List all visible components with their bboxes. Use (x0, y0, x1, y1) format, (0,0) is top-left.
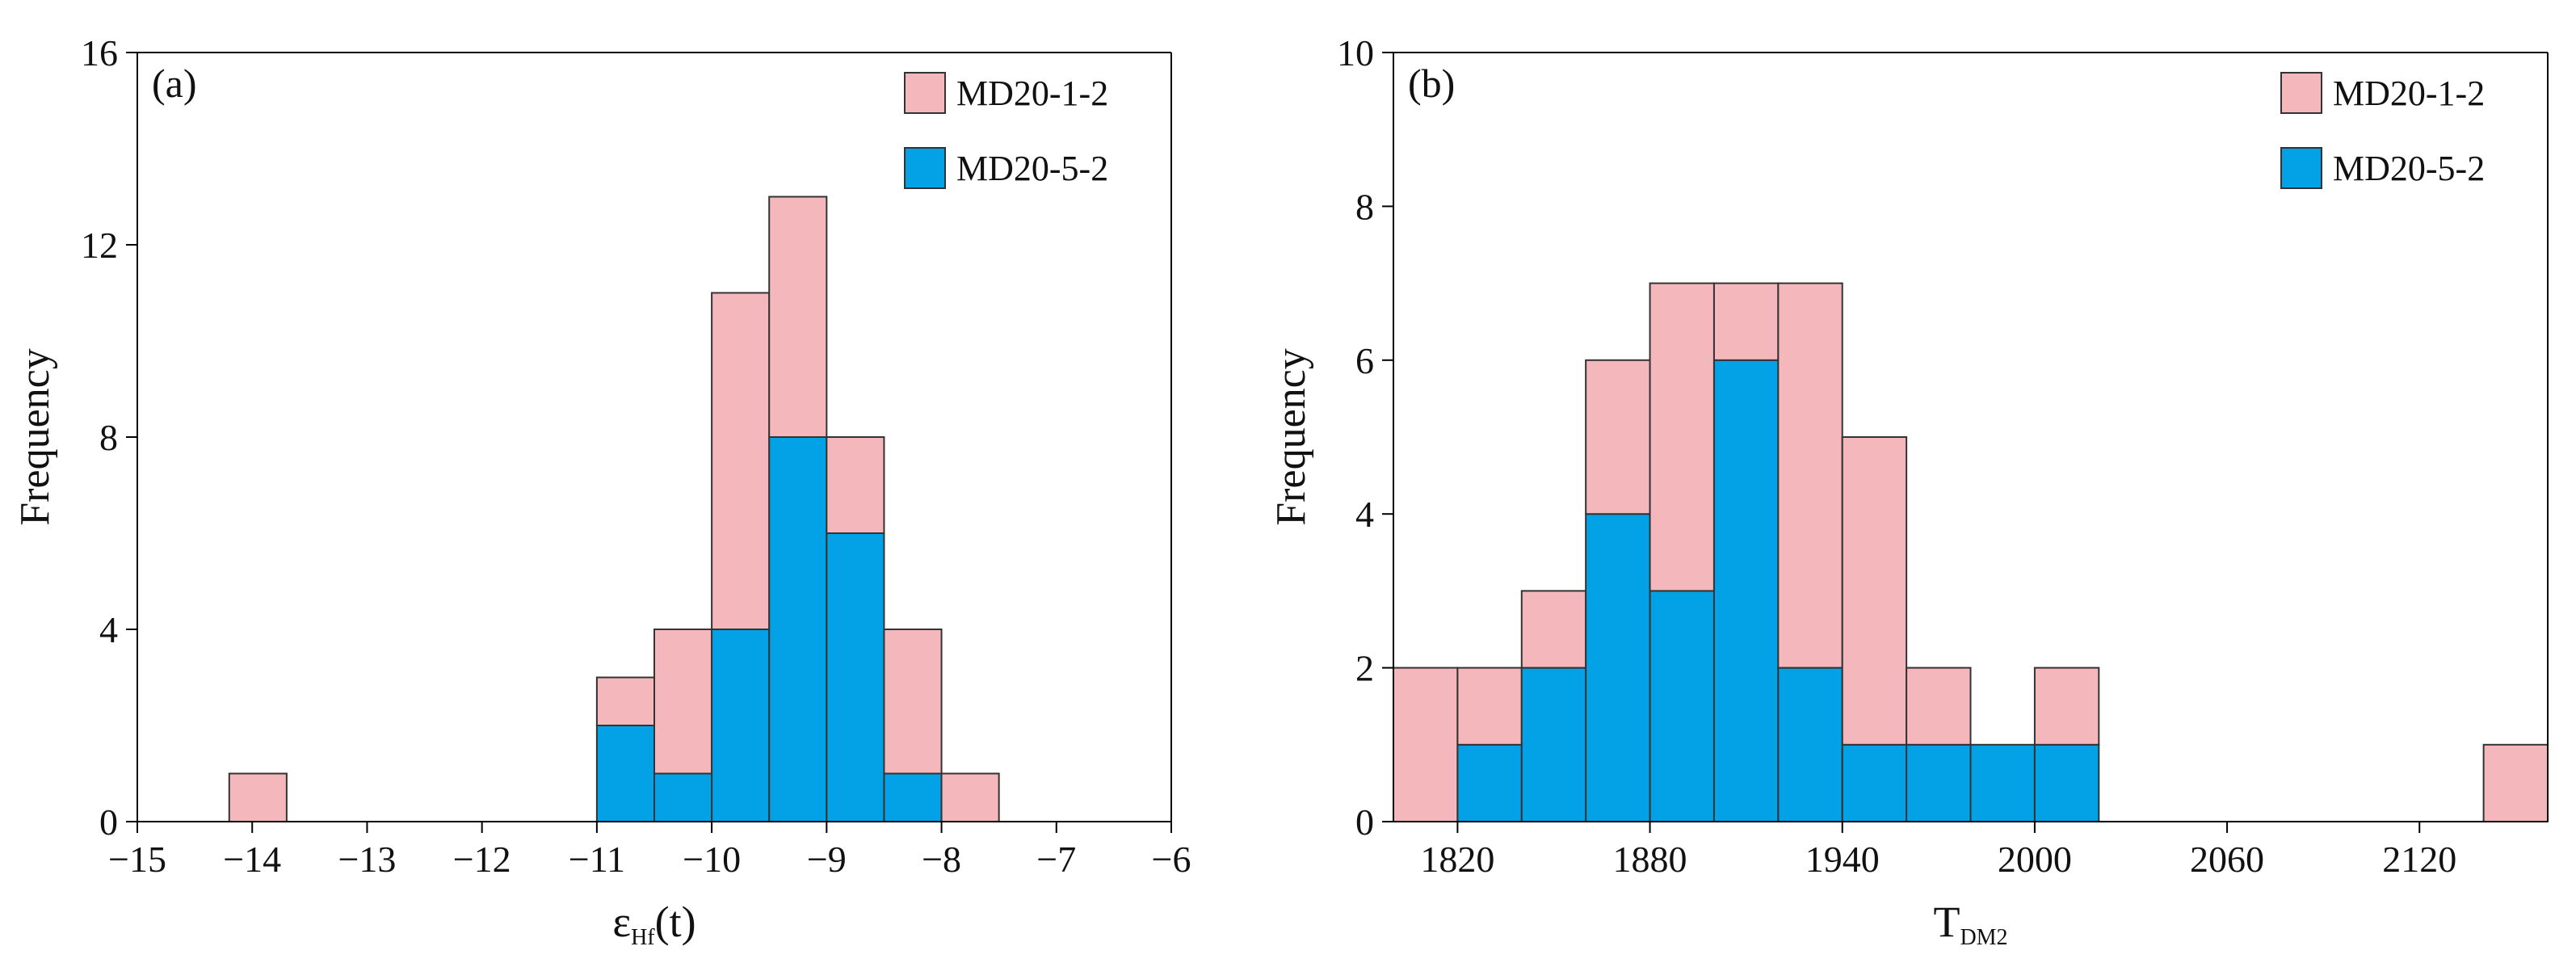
bar-md20-1-2 (653, 629, 713, 775)
bar-md20-1-2 (1777, 282, 1843, 669)
histogram-panel-a: 0 4 8 12 16 −15 −14 −13 −12 −11 −10 −9 −8 −7 −6 (a) Freq… (12, 32, 1191, 950)
bar-md20-5-2 (1456, 743, 1523, 822)
y-tick-label: 4 (1355, 494, 1374, 535)
bar-md20-1-2 (1520, 590, 1587, 669)
bar-md20-1-2 (1585, 359, 1651, 515)
y-tick-label: 2 (1355, 648, 1374, 689)
y-tick-label: 0 (99, 801, 118, 843)
x-tick-label: −12 (453, 839, 511, 880)
x-tick-label: −11 (569, 839, 625, 880)
x-tick-label: −7 (1036, 839, 1076, 880)
bar-md20-1-2 (1456, 667, 1523, 746)
x-tick-label: −10 (683, 839, 741, 880)
x-tick-label: 2000 (1998, 839, 2072, 880)
x-tick-label: 2120 (2382, 839, 2456, 880)
bar-md20-5-2 (1585, 513, 1651, 822)
x-tick-label: −13 (338, 839, 396, 880)
y-tick-label: 16 (81, 32, 118, 74)
bar-md20-1-2 (595, 676, 656, 726)
bar-md20-1-2 (1649, 282, 1715, 592)
bar-md20-5-2 (1712, 359, 1780, 822)
x-tick-label: 1940 (1805, 839, 1880, 880)
bar-md20-1-2 (768, 196, 828, 438)
bar-md20-1-2 (826, 436, 885, 534)
x-axis-label: εHf(t) (612, 898, 695, 950)
bar-md20-1-2 (228, 772, 288, 822)
x-tick-label: 2060 (2190, 839, 2264, 880)
x-axis-label-main: ε (612, 898, 631, 946)
y-tick-label: 8 (99, 417, 118, 458)
bar-md20-1-2 (1712, 282, 1780, 361)
bar-md20-5-2 (1841, 743, 1908, 822)
x-axis-label-tail: (t) (655, 898, 696, 946)
y-axis-label: Frequency (1268, 348, 1314, 525)
y-tick-label: 0 (1355, 801, 1374, 843)
bar-md20-5-2 (1777, 667, 1843, 822)
bar-md20-5-2 (1649, 590, 1715, 823)
bar-md20-5-2 (1969, 743, 2036, 822)
x-tick-label: 1820 (1420, 839, 1494, 880)
y-tick-label: 4 (99, 609, 118, 650)
bar-md20-1-2 (940, 772, 1000, 822)
bar-md20-5-2 (711, 629, 771, 822)
y-tick-label: 8 (1355, 186, 1374, 227)
x-tick-label: −6 (1152, 839, 1191, 880)
bar-md20-5-2 (768, 436, 828, 822)
bar-md20-5-2 (2033, 743, 2100, 822)
x-tick-label: −8 (922, 839, 961, 880)
bar-md20-5-2 (1520, 667, 1587, 822)
bar-md20-1-2 (2033, 667, 2100, 746)
panel-label: (a) (152, 61, 197, 106)
x-tick-label: 1880 (1613, 839, 1687, 880)
bar-md20-5-2 (653, 772, 713, 822)
y-axis-label: Frequency (12, 348, 58, 525)
bar-md20-5-2 (595, 725, 656, 822)
legend-swatch-md20-5-2 (904, 147, 946, 189)
x-axis-label: TDM2 (1933, 898, 2007, 950)
x-tick-label: −14 (223, 839, 281, 880)
bar-md20-5-2 (826, 532, 885, 822)
bar-md20-1-2 (1393, 667, 1459, 822)
y-tick-label: 6 (1355, 340, 1374, 381)
x-axis-label-subscript: DM2 (1960, 925, 2007, 950)
y-tick-label: 12 (81, 225, 118, 266)
x-axis-label-main: T (1933, 898, 1960, 946)
bar-md20-5-2 (883, 772, 943, 822)
histogram-panel-b: 0 2 4 6 8 10 1820 1880 1940 2000 2060 2120 (b) Freque… (1268, 32, 2549, 950)
x-tick-label: −9 (807, 839, 847, 880)
x-axis-label-subscript: Hf (631, 925, 655, 950)
bar-md20-1-2 (1906, 667, 1972, 746)
legend-label-md20-1-2: MD20-1-2 (956, 74, 1108, 113)
legend-label-md20-5-2: MD20-5-2 (2333, 149, 2485, 188)
y-tick-label: 10 (1337, 32, 1374, 74)
panel-label: (b) (1408, 61, 1455, 106)
bar-md20-1-2 (883, 629, 943, 775)
legend-swatch-md20-1-2 (904, 72, 946, 114)
bar-md20-5-2 (1906, 743, 1972, 822)
bar-md20-1-2 (1841, 436, 1908, 746)
x-tick-label: −15 (108, 839, 166, 880)
legend-swatch-md20-5-2 (2280, 147, 2322, 189)
legend-label-md20-5-2: MD20-5-2 (956, 149, 1108, 188)
legend-label-md20-1-2: MD20-1-2 (2333, 74, 2485, 113)
bar-md20-1-2 (711, 292, 771, 630)
legend-swatch-md20-1-2 (2280, 72, 2322, 114)
bar-md20-1-2 (2482, 743, 2549, 822)
